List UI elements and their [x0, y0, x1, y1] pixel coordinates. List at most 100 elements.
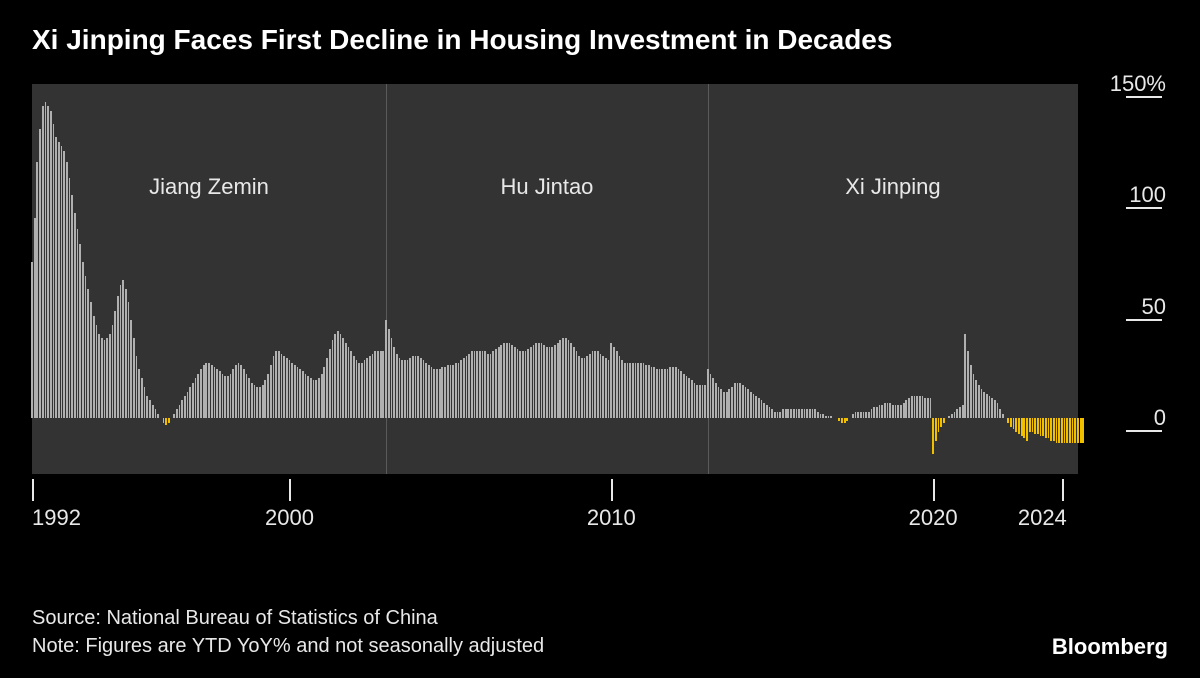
bar [264, 380, 266, 418]
bar [436, 369, 438, 418]
bar [460, 360, 462, 418]
bar [130, 320, 132, 418]
bar [219, 371, 221, 418]
bar [1026, 418, 1028, 440]
bar [200, 369, 202, 418]
bar [96, 325, 98, 419]
bar [1048, 418, 1050, 438]
bar [860, 412, 862, 419]
bar [267, 374, 269, 419]
bar [527, 349, 529, 418]
bar [798, 409, 800, 418]
bar [594, 351, 596, 418]
bar [372, 354, 374, 419]
bar [696, 385, 698, 418]
y-tick-label: 150% [1110, 71, 1168, 97]
y-tick-mark [1126, 207, 1162, 209]
bar [484, 351, 486, 418]
bar [892, 405, 894, 418]
bar [758, 398, 760, 418]
bar [106, 338, 108, 418]
bar [887, 403, 889, 419]
bar [943, 418, 945, 422]
bar [694, 383, 696, 419]
bar [852, 414, 854, 418]
bar [865, 412, 867, 419]
bar [66, 162, 68, 418]
bar [490, 354, 492, 419]
bar [967, 351, 969, 418]
bar [211, 365, 213, 418]
bar [1069, 418, 1071, 443]
bar [157, 414, 159, 418]
bar [270, 365, 272, 418]
bar [87, 289, 89, 418]
bar [74, 213, 76, 418]
bar [294, 365, 296, 418]
bar [726, 392, 728, 419]
bar [766, 405, 768, 418]
bar [911, 396, 913, 418]
bar [337, 331, 339, 418]
bar [262, 385, 264, 418]
x-tick-label: 2010 [587, 505, 636, 531]
bar [627, 363, 629, 419]
bar [313, 380, 315, 418]
bar [999, 409, 1001, 418]
bar [42, 106, 44, 418]
bar [562, 338, 564, 418]
bar [782, 409, 784, 418]
bar [1056, 418, 1058, 443]
bar [334, 334, 336, 419]
bar [903, 403, 905, 419]
bar [1074, 418, 1076, 443]
bar [498, 347, 500, 418]
bar [181, 400, 183, 418]
bar [380, 351, 382, 418]
bar [573, 347, 575, 418]
bar [1037, 418, 1039, 434]
bar [964, 334, 966, 419]
bar [1042, 418, 1044, 436]
bar [433, 369, 435, 418]
bar [718, 387, 720, 418]
bar [951, 414, 953, 418]
bar [688, 378, 690, 418]
bar [184, 396, 186, 418]
bar [431, 367, 433, 418]
x-tick-label: 2024 [1018, 505, 1067, 531]
bar [753, 394, 755, 419]
bar [53, 124, 55, 418]
bar [495, 349, 497, 418]
bar [1023, 418, 1025, 438]
bar [1021, 418, 1023, 436]
bar [340, 334, 342, 419]
bar [407, 360, 409, 418]
bar [978, 385, 980, 418]
bar [149, 400, 151, 418]
bar [125, 289, 127, 418]
bar [71, 195, 73, 418]
bar [699, 385, 701, 418]
bar [962, 405, 964, 418]
bar [602, 356, 604, 418]
bar [1029, 418, 1031, 431]
bar [1015, 418, 1017, 431]
brand-label: Bloomberg [1052, 634, 1168, 660]
bar [678, 369, 680, 418]
bar [616, 351, 618, 418]
bar [195, 378, 197, 418]
bar [332, 340, 334, 418]
bar [466, 356, 468, 418]
bar [479, 351, 481, 418]
bar [141, 378, 143, 418]
y-tick-mark [1126, 319, 1162, 321]
bar [584, 358, 586, 418]
bar [632, 363, 634, 419]
bar [189, 387, 191, 418]
bar [605, 358, 607, 418]
bar [1066, 418, 1068, 443]
bar [809, 409, 811, 418]
bar [589, 354, 591, 419]
bar [232, 369, 234, 418]
